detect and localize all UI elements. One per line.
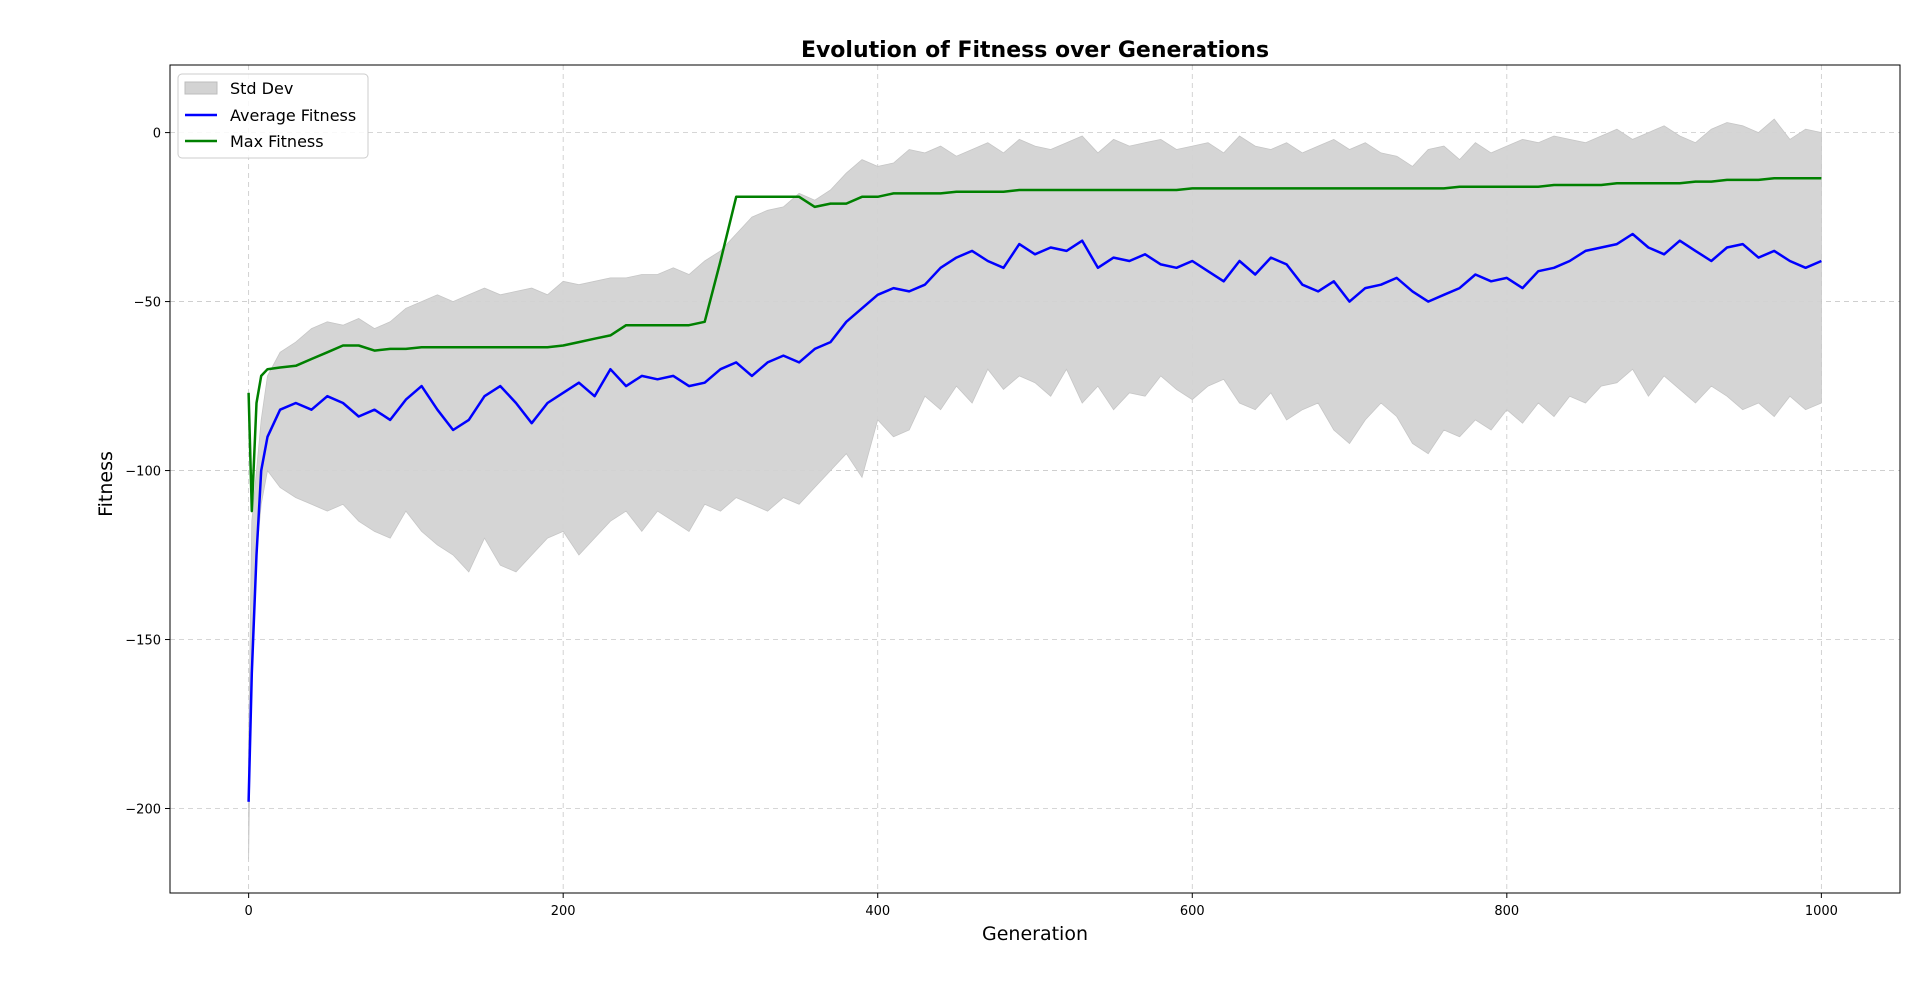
average-fitness-line [247,232,1822,802]
legend-box [177,73,369,159]
series-lines-layer [247,176,1822,802]
y-tick-label: 0 [153,127,161,142]
legend-label-std-dev: Std Dev [230,79,293,98]
y-axis-title: Fitness [95,451,117,517]
chart-title: Evolution of Fitness over Generations [801,38,1269,63]
std-dev-band-layer [248,118,1822,860]
x-axis-ticks: 0 200 400 600 800 1000 [244,893,1838,919]
x-axis-title: Generation [982,923,1088,945]
y-tick-label: −200 [125,803,161,818]
y-tick-label: −50 [134,296,161,311]
x-tick-label: 800 [1494,904,1519,919]
y-tick-label: −100 [125,465,161,480]
y-axis-ticks: 0 −50 −100 −150 −200 [125,127,170,818]
y-tick-label: −150 [125,634,161,649]
x-tick-label: 200 [551,904,576,919]
plot-area-frame [169,64,1901,894]
x-tick-label: 600 [1180,904,1205,919]
max-fitness-line [247,176,1822,513]
x-tick-label: 400 [865,904,890,919]
legend-label-max-fitness: Max Fitness [230,132,324,151]
std-dev-band [248,118,1822,860]
legend-swatch-std-dev [184,81,218,95]
x-tick-label: 1000 [1805,904,1838,919]
legend: Std Dev Average Fitness Max Fitness [177,73,369,159]
x-tick-label: 0 [244,904,252,919]
legend-label-average-fitness: Average Fitness [230,106,356,125]
